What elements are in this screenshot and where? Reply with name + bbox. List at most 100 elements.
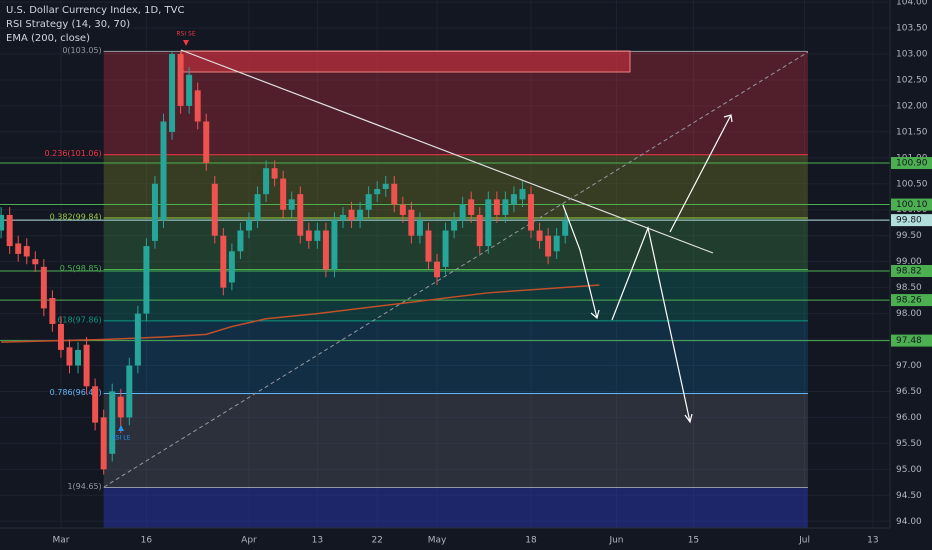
level-tag [891, 198, 932, 211]
candle-body [228, 251, 235, 283]
candle-body [348, 209, 355, 221]
level-tag-label: 99.80 [896, 216, 922, 226]
x-tick-label: 15 [688, 536, 699, 546]
candle-body [57, 323, 64, 350]
signal-label: RSI LE [112, 435, 131, 442]
level-tag-label: 100.90 [896, 159, 928, 169]
y-tick-label: 103.00 [896, 49, 928, 59]
y-tick-label: 101.50 [896, 127, 928, 137]
y-tick-label: 102.00 [896, 101, 928, 111]
arrow-head [723, 114, 733, 123]
candle-body [117, 396, 124, 418]
candle-body [40, 266, 47, 309]
candle-body [237, 230, 244, 252]
candle-body [203, 121, 210, 164]
candle-body [32, 259, 39, 265]
level-tag [891, 214, 932, 227]
x-tick-label: 16 [141, 536, 153, 546]
arrow-head [684, 413, 693, 424]
candle-body [425, 230, 432, 262]
signal-marker [118, 425, 124, 431]
arrow-head [590, 309, 600, 320]
x-tick-label: 22 [371, 536, 382, 546]
candle-body [134, 313, 141, 366]
chart-title: U.S. Dollar Currency Index, 1D, TVC [6, 5, 184, 16]
fib-label: 0.382(99.84) [50, 213, 102, 222]
y-tick-label: 98.50 [896, 283, 922, 293]
candle-body [545, 235, 552, 257]
level-tag-label: 97.48 [896, 336, 922, 346]
level-tag [891, 265, 932, 278]
candle-body [459, 204, 466, 221]
candle-body [485, 199, 492, 247]
candle-body [263, 168, 270, 195]
x-tick-label: 13 [867, 536, 878, 546]
y-tick-label: 97.00 [896, 361, 922, 371]
indicator-label: RSI Strategy (14, 30, 70) [6, 19, 130, 30]
fib-label: 0.786(96.46) [50, 388, 102, 397]
candle-body [211, 183, 218, 236]
y-tick-label: 104.00 [896, 0, 928, 8]
candle-body [271, 168, 278, 179]
y-tick-label: 94.50 [896, 491, 922, 501]
candle-body [502, 199, 509, 215]
fib-label: 0.5(98.85) [60, 264, 102, 273]
x-tick-label: Apr [241, 536, 257, 546]
candle-body [357, 209, 364, 221]
fib-label: 0(103.05) [62, 46, 101, 55]
level-tag-label: 98.26 [896, 296, 922, 306]
candle-body [186, 74, 193, 106]
level-tag-label: 98.82 [896, 267, 922, 277]
fib-trend-line [103, 51, 809, 488]
projection-arrow [611, 225, 691, 423]
candle-body [476, 214, 483, 247]
candle-body [451, 220, 458, 231]
candle-body [365, 194, 372, 210]
fib-band [103, 393, 808, 488]
candle-body [382, 183, 389, 189]
level-tag [891, 157, 932, 170]
candle-body [194, 90, 201, 122]
x-tick-label: Jun [608, 536, 623, 546]
fib-label: 0.618(97.86) [50, 315, 102, 324]
zone-box [180, 50, 631, 73]
y-tick-label: 103.50 [896, 24, 928, 34]
candle-body [391, 183, 398, 205]
y-tick-label: 95.00 [896, 465, 922, 475]
signal-marker [183, 40, 189, 46]
candle-body [374, 188, 381, 195]
candle-body [160, 121, 167, 221]
candle-body [0, 214, 5, 231]
candle-body [177, 53, 184, 106]
candle-body [83, 344, 90, 387]
candle-body [442, 230, 449, 267]
candle-body [254, 194, 261, 221]
x-tick-label: 18 [525, 536, 537, 546]
signal-label: RSI SE [176, 31, 195, 38]
y-tick-label: 99.50 [896, 231, 922, 241]
level-tag [891, 294, 932, 307]
candle-body [288, 199, 295, 210]
candle-body [468, 199, 475, 215]
candle-body [126, 365, 133, 418]
candle-body [510, 194, 517, 205]
candle-body [151, 183, 158, 241]
y-tick-label: 94.00 [896, 517, 922, 527]
candle-body [562, 220, 569, 236]
x-tick-label: Jul [798, 536, 810, 546]
candle-body [143, 246, 150, 314]
fib-band [103, 51, 808, 155]
fib-label: 0.236(101.06) [45, 149, 102, 158]
y-tick-label: 98.00 [896, 309, 922, 319]
fib-band [103, 320, 808, 394]
y-tick-label: 96.50 [896, 387, 922, 397]
candle-body [66, 347, 73, 366]
candle-body [536, 230, 543, 241]
candle-body [245, 220, 252, 231]
candle-body [169, 53, 176, 132]
x-tick-label: Mar [52, 536, 69, 546]
candle-body [493, 199, 500, 215]
candle-body [399, 204, 406, 215]
